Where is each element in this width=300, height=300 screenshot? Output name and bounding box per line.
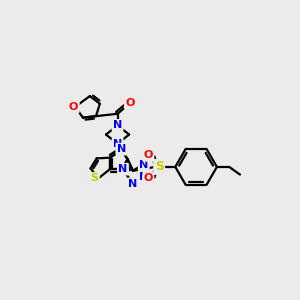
Text: S: S (154, 160, 164, 173)
Text: S: S (91, 173, 98, 184)
Text: N: N (118, 164, 128, 174)
Text: N: N (117, 144, 126, 154)
Text: O: O (69, 102, 78, 112)
Text: N: N (139, 172, 148, 182)
Text: O: O (125, 98, 135, 108)
Text: N: N (113, 120, 122, 130)
Text: O: O (144, 173, 153, 184)
Text: N: N (113, 139, 122, 149)
Text: N: N (139, 160, 148, 170)
Text: O: O (144, 150, 153, 160)
Text: N: N (128, 179, 138, 189)
